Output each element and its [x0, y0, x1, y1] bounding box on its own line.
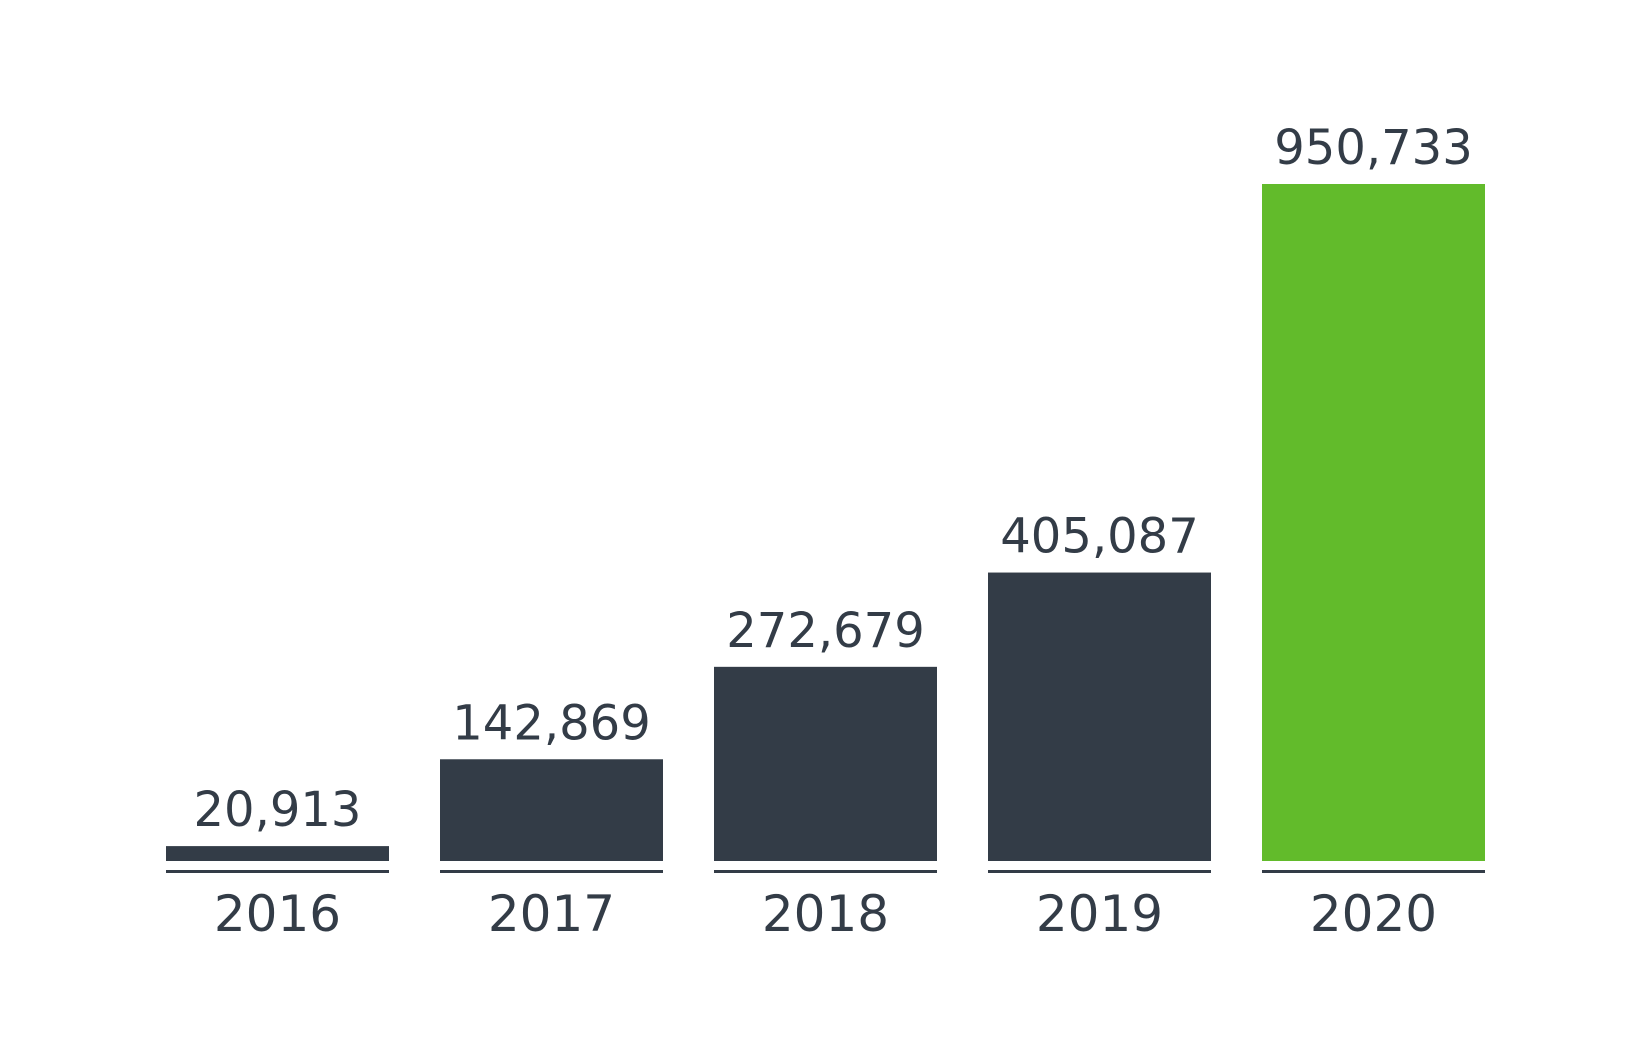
bar-2017 — [440, 759, 663, 861]
baseline-2019 — [988, 870, 1211, 873]
value-label-2018: 272,679 — [726, 603, 925, 659]
value-labels-group: 20,913 142,869 272,679 405,087 950,733 — [194, 120, 1473, 838]
year-label-2019: 2019 — [1036, 885, 1163, 943]
baseline-2020 — [1262, 870, 1485, 873]
baseline-2017 — [440, 870, 663, 873]
year-label-2018: 2018 — [762, 885, 889, 943]
year-label-2017: 2017 — [488, 885, 615, 943]
bar-2018 — [714, 666, 937, 861]
year-label-2020: 2020 — [1310, 885, 1437, 943]
baseline-2018 — [714, 870, 937, 873]
bar-2019 — [988, 572, 1211, 861]
bar-2016 — [166, 846, 389, 861]
baseline-2016 — [166, 870, 389, 873]
baselines-group — [166, 870, 1485, 873]
value-label-2017: 142,869 — [452, 695, 651, 751]
value-label-2019: 405,087 — [1000, 509, 1199, 565]
value-label-2016: 20,913 — [194, 782, 362, 838]
bar-2020 — [1262, 184, 1485, 861]
year-label-2016: 2016 — [214, 885, 341, 943]
value-label-2020: 950,733 — [1274, 120, 1473, 176]
bars-group — [166, 184, 1485, 861]
year-labels-group: 2016 2017 2018 2019 2020 — [214, 885, 1437, 943]
